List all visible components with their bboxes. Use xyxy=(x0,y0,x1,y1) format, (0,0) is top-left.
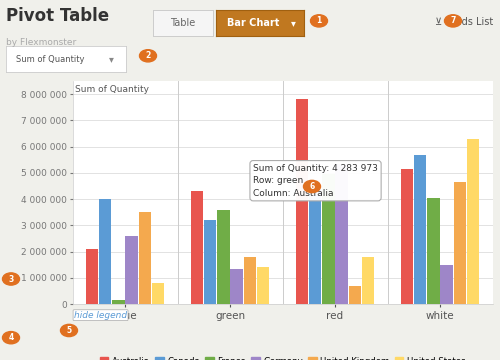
Text: ▾: ▾ xyxy=(109,54,114,64)
Bar xyxy=(336,164,347,304)
Bar xyxy=(244,257,256,304)
Bar xyxy=(230,269,242,304)
Text: Pivot Table: Pivot Table xyxy=(6,7,109,25)
Bar xyxy=(454,182,466,304)
Bar xyxy=(309,186,322,304)
Bar xyxy=(126,236,138,304)
Text: Bar Chart: Bar Chart xyxy=(226,18,279,28)
Bar xyxy=(152,283,164,304)
Text: 5: 5 xyxy=(66,326,71,335)
Text: by Flexmonster: by Flexmonster xyxy=(6,38,76,47)
Bar xyxy=(218,210,230,304)
Bar xyxy=(348,286,361,304)
Bar xyxy=(86,249,99,304)
Bar xyxy=(256,267,269,304)
Text: 3: 3 xyxy=(8,274,14,284)
Bar xyxy=(112,300,124,304)
Text: Sum of Quantity: 4 283 973
Row: green
Column: Australia: Sum of Quantity: 4 283 973 Row: green Co… xyxy=(253,164,378,198)
Bar xyxy=(322,174,334,304)
Bar xyxy=(428,198,440,304)
Text: ⊻ Fields List: ⊻ Fields List xyxy=(435,17,493,27)
Bar xyxy=(296,99,308,304)
Bar xyxy=(466,139,479,304)
Bar xyxy=(440,265,452,304)
Text: 7: 7 xyxy=(450,16,456,25)
Text: hide legend: hide legend xyxy=(74,311,127,320)
Bar xyxy=(414,154,426,304)
Bar xyxy=(191,191,203,304)
Text: Sum of Quantity: Sum of Quantity xyxy=(74,85,148,94)
Bar xyxy=(99,199,112,304)
Bar xyxy=(204,220,216,304)
Legend: Australia, Canada, France, Germany, United Kingdom, United States: Australia, Canada, France, Germany, Unit… xyxy=(96,353,468,360)
Text: Table: Table xyxy=(170,18,195,28)
Text: ▾: ▾ xyxy=(290,18,296,28)
Bar xyxy=(362,257,374,304)
Text: 2: 2 xyxy=(146,51,150,60)
Bar xyxy=(138,212,151,304)
Text: 4: 4 xyxy=(8,333,14,342)
Text: 1: 1 xyxy=(316,16,322,25)
Bar xyxy=(401,169,413,304)
Text: 6: 6 xyxy=(310,182,314,191)
Text: Sum of Quantity: Sum of Quantity xyxy=(16,54,84,63)
